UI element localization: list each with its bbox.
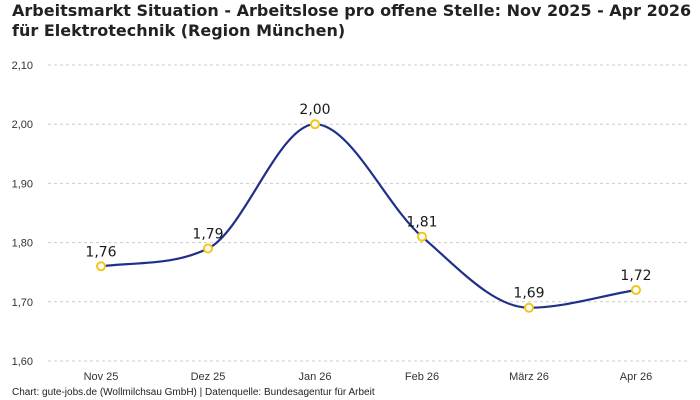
y-tick-label: 1,60 — [12, 356, 33, 368]
y-tick-label: 1,70 — [12, 297, 33, 309]
data-label: 1,79 — [192, 227, 223, 243]
x-tick-label: Feb 26 — [405, 371, 439, 383]
chart-source-caption: Chart: gute-jobs.de (Wollmilchsau GmbH) … — [12, 387, 375, 398]
data-point — [310, 119, 320, 130]
y-axis: 1,60 1,70 1,80 1,90 2,00 2,10 — [12, 60, 33, 368]
data-point — [96, 261, 106, 272]
series-line-group — [100, 123, 637, 309]
grid-lines — [48, 64, 690, 362]
y-tick-label: 1,80 — [12, 238, 33, 250]
data-point — [524, 302, 534, 313]
data-point — [203, 243, 213, 254]
series-line — [100, 123, 637, 309]
x-tick-label: Dez 25 — [191, 371, 226, 383]
y-tick-label: 2,10 — [12, 60, 33, 72]
data-labels: 1,76 1,79 2,00 1,81 1,69 1,72 — [85, 102, 651, 302]
data-points — [96, 119, 641, 313]
x-tick-label: Jan 26 — [298, 371, 331, 383]
y-tick-label: 2,00 — [12, 119, 33, 131]
x-tick-label: Nov 25 — [84, 371, 119, 383]
data-label: 1,72 — [620, 268, 651, 284]
y-tick-label: 1,90 — [12, 178, 33, 190]
data-point — [631, 284, 641, 295]
data-point — [417, 231, 427, 242]
data-label: 2,00 — [299, 102, 330, 118]
data-label: 1,69 — [513, 286, 544, 302]
data-label: 1,76 — [85, 244, 116, 260]
x-tick-label: Apr 26 — [620, 371, 652, 383]
chart-title: Arbeitsmarkt Situation - Arbeitslose pro… — [12, 1, 692, 40]
data-label: 1,81 — [406, 215, 437, 231]
x-axis: Nov 25 Dez 25 Jan 26 Feb 26 März 26 Apr 26 — [84, 371, 653, 383]
x-tick-label: März 26 — [509, 371, 549, 383]
